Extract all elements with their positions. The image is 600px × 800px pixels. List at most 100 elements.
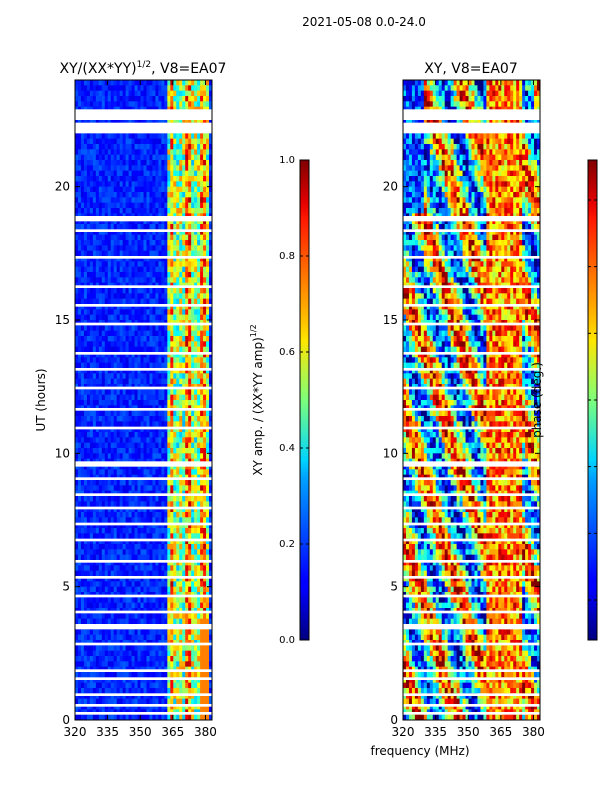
left-heatmap-cell [80, 309, 85, 316]
left-heatmap-cell [167, 330, 171, 337]
left-heatmap-cell [134, 224, 138, 230]
left-heatmap-cell [122, 181, 127, 188]
left-heatmap-cell [101, 224, 106, 230]
left-heatmap-cell [182, 426, 186, 433]
left-heatmap-cell [119, 576, 124, 582]
left-heatmap-cell [209, 138, 213, 145]
left-heatmap-cell [173, 117, 177, 124]
left-heatmap-cell [206, 560, 210, 566]
left-heatmap-cell [158, 442, 162, 449]
left-heatmap-cell [176, 101, 180, 108]
left-heatmap-cell [77, 437, 82, 444]
left-heatmap-cell [89, 293, 94, 300]
left-heatmap-cell [182, 634, 186, 641]
left-heatmap-cell [197, 90, 201, 97]
left-heatmap-cell [95, 448, 100, 454]
left-heatmap-cell [170, 256, 174, 262]
left-heatmap-cell [125, 512, 130, 518]
left-heatmap-cell [98, 528, 103, 534]
left-heatmap-cell [89, 330, 94, 337]
left-heatmap-cell [143, 138, 147, 145]
left-heatmap-cell [149, 245, 153, 252]
left-heatmap-cell [167, 357, 171, 364]
left-heatmap-cell [206, 202, 210, 209]
left-heatmap-cell [179, 181, 183, 188]
left-heatmap-cell [75, 448, 79, 454]
left-heatmap-cell [176, 96, 180, 102]
left-heatmap-cell [191, 234, 195, 241]
left-heatmap-cell [191, 197, 195, 204]
left-heatmap-cell [200, 245, 204, 252]
left-heatmap-cell [80, 256, 85, 262]
left-heatmap-cell [182, 85, 186, 92]
left-heatmap-cell [80, 80, 85, 86]
left-heatmap-cell [113, 96, 118, 102]
left-heatmap-cell [152, 325, 156, 332]
left-heatmap-cell [194, 160, 198, 166]
left-heatmap-cell [206, 554, 210, 561]
left-heatmap-cell [194, 229, 198, 236]
left-heatmap-cell [101, 165, 106, 172]
left-heatmap-cell [200, 538, 204, 545]
left-heatmap-cell [161, 426, 165, 433]
left-heatmap-cell [182, 170, 186, 177]
left-heatmap-cell [143, 266, 147, 273]
left-heatmap-cell [140, 581, 144, 588]
left-heatmap-cell [75, 416, 79, 422]
left-heatmap-cell [146, 448, 150, 454]
left-heatmap-cell [75, 341, 79, 348]
left-heatmap-cell [149, 218, 153, 225]
left-heatmap-cell [119, 421, 124, 428]
left-heatmap-cell [101, 293, 106, 300]
left-heatmap-cell [134, 597, 138, 604]
left-heatmap-cell [161, 218, 165, 225]
left-heatmap-cell [149, 309, 153, 316]
left-heatmap-cell [77, 448, 82, 454]
left-heatmap-cell [104, 480, 109, 486]
left-heatmap-cell [137, 192, 141, 198]
left-heatmap-cell [161, 80, 165, 86]
left-heatmap-cell [95, 394, 100, 401]
left-heatmap-cell [152, 538, 156, 545]
left-heatmap-cell [125, 570, 130, 577]
left-heatmap-cell [197, 336, 201, 342]
left-heatmap-cell [122, 442, 127, 449]
left-heatmap-cell [89, 224, 94, 230]
left-heatmap-cell [131, 245, 135, 252]
left-heatmap-cell [170, 330, 174, 337]
left-heatmap-cell [203, 309, 207, 316]
left-heatmap-cell [173, 597, 177, 604]
left-heatmap-cell [110, 298, 115, 305]
left-heatmap-cell [89, 373, 94, 380]
left-heatmap-cell [83, 85, 88, 92]
left-heatmap-cell [173, 202, 177, 209]
left-heatmap-cell [89, 202, 94, 209]
left-heatmap-cell [98, 400, 103, 406]
left-heatmap-cell [155, 101, 159, 108]
left-heatmap-cell [161, 373, 165, 380]
left-heatmap-cell [89, 485, 94, 492]
left-heatmap-cell [176, 565, 180, 572]
left-heatmap-cell [182, 437, 186, 444]
left-heatmap-cell [176, 634, 180, 641]
left-heatmap-cell [113, 581, 118, 588]
left-heatmap-cell [194, 202, 198, 209]
left-heatmap-cell [119, 437, 124, 444]
left-heatmap-cell [170, 421, 174, 428]
left-heatmap-cell [182, 138, 186, 145]
left-heatmap-cell [140, 133, 144, 140]
left-heatmap-cell [140, 554, 144, 561]
left-heatmap-cell [206, 469, 210, 476]
left-heatmap-cell [155, 85, 159, 92]
left-heatmap-cell [128, 80, 132, 86]
left-heatmap-cell [146, 288, 150, 294]
left-heatmap-cell [119, 597, 124, 604]
left-heatmap-cell [89, 400, 94, 406]
left-panel-title: XY/(XX*YY)1/2, V8=EA07 [60, 60, 227, 77]
left-heatmap-cell [95, 602, 100, 609]
left-heatmap-cell [86, 373, 91, 380]
left-heatmap-cell [176, 149, 180, 156]
left-heatmap-cell [197, 288, 201, 294]
left-heatmap-cell [161, 618, 165, 625]
left-heatmap-cell [170, 464, 174, 470]
